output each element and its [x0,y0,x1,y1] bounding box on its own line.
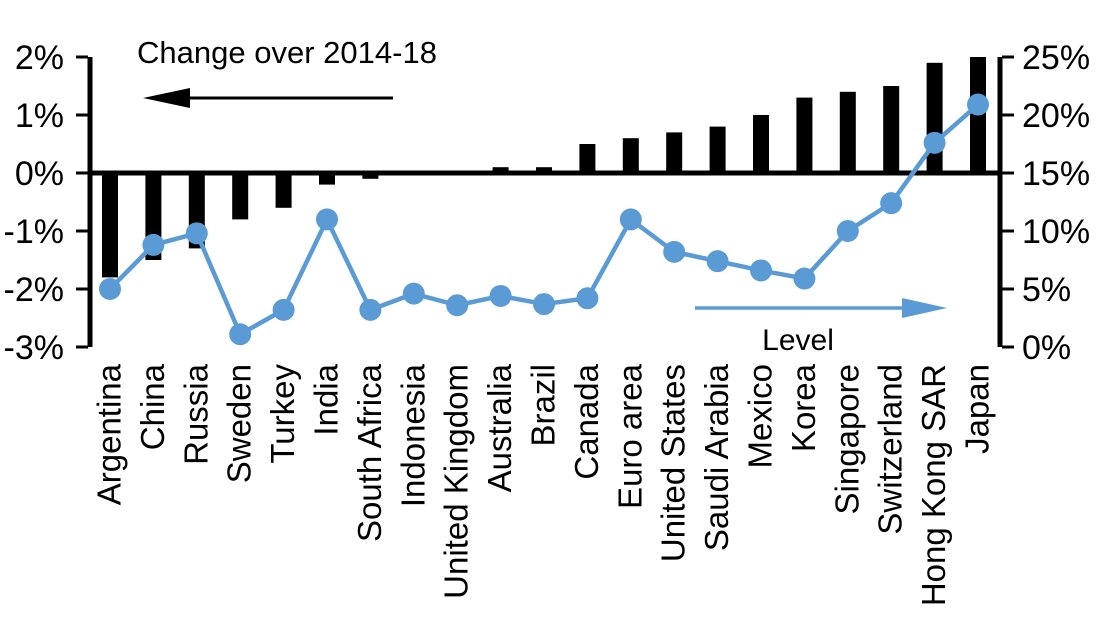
x-axis-label-united-kingdom: United Kingdom [438,364,475,599]
x-axis-label-india: India [308,363,345,435]
right-axis-tick-label: 20% [1022,97,1090,135]
x-axis-label-canada: Canada [568,363,605,479]
x-axis-label-argentina: Argentina [91,363,128,505]
change-arrow-left-head-icon [143,88,190,108]
left-series-annotation-label: Change over 2014-18 [137,35,437,70]
right-axis-tick-label: 10% [1022,213,1090,251]
bar-argentina [102,173,118,278]
x-axis-label-united-states: United States [655,364,692,562]
bar-united-states [666,132,683,173]
level-marker-argentina [99,278,121,300]
level-marker-south-africa [359,298,382,321]
bar-india [319,173,335,185]
level-marker-australia [489,284,512,307]
x-axis-label-australia: Australia [481,363,518,492]
level-marker-switzerland [880,192,903,215]
x-axis-label-switzerland: Switzerland [872,364,909,535]
level-marker-mexico [750,259,772,282]
right-axis-tick-label: 0% [1022,329,1071,367]
right-axis-tick-label: 15% [1022,155,1090,193]
x-axis-label-japan: Japan [959,364,996,454]
x-axis-label-brazil: Brazil [525,364,562,447]
level-marker-indonesia [402,282,425,305]
level-marker-canada [576,287,599,310]
left-axis-tick-label: -3% [4,329,64,367]
x-axis-label-korea: Korea [785,363,822,452]
level-arrow-right-head-icon [902,298,947,318]
level-marker-saudi-arabia [706,250,729,273]
bar-mexico [753,115,769,173]
bar-singapore [839,91,856,173]
level-marker-hong-kong-sar [923,131,946,154]
x-axis-label-sweden: Sweden [221,364,258,483]
level-marker-singapore [836,220,859,242]
bar-hong-kong-sar [926,62,943,173]
level-marker-india [316,208,338,231]
level-marker-turkey [272,298,295,321]
bar-euro-area [622,138,639,173]
x-axis-label-russia: Russia [177,363,214,465]
x-axis-label-indonesia: Indonesia [394,363,431,507]
bar-korea [796,97,813,173]
level-marker-japan [967,93,989,116]
left-axis-tick-label: 0% [15,155,64,193]
right-series-annotation-label: Level [762,324,834,357]
right-axis-tick-label: 5% [1022,271,1071,309]
bar-sweden [232,173,249,220]
left-axis-tick-label: 2% [15,39,64,77]
left-axis-tick-label: -2% [4,271,64,309]
bar-brazil [536,167,552,173]
level-marker-china [142,233,165,256]
x-axis-label-saudi-arabia: Saudi Arabia [698,363,735,551]
x-axis-label-hong-kong-sar: Hong Kong SAR [915,364,952,606]
level-marker-russia [185,222,208,245]
level-marker-united-kingdom [446,294,469,317]
x-axis-label-turkey: Turkey [264,364,301,464]
left-axis-tick-label: 1% [15,97,64,135]
bar-australia [492,167,509,173]
right-axis-tick-label: 25% [1022,39,1090,77]
level-marker-sweden [229,323,252,346]
bar-south-africa [362,173,379,179]
x-axis-label-singapore: Singapore [828,364,865,514]
x-axis-label-euro-area: Euro area [611,363,648,509]
bar-turkey [275,173,292,208]
level-marker-brazil [533,293,555,316]
x-axis-label-china: China [134,363,171,450]
level-marker-euro-area [619,208,642,231]
level-marker-korea [793,267,816,290]
level-marker-united-states [663,240,686,263]
bar-canada [579,144,596,173]
bar-switzerland [883,86,900,173]
x-axis-label-mexico: Mexico [742,364,779,469]
left-axis-tick-label: -1% [4,213,64,251]
x-axis-label-south-africa: South Africa [351,363,388,542]
bar-saudi-arabia [709,126,726,173]
